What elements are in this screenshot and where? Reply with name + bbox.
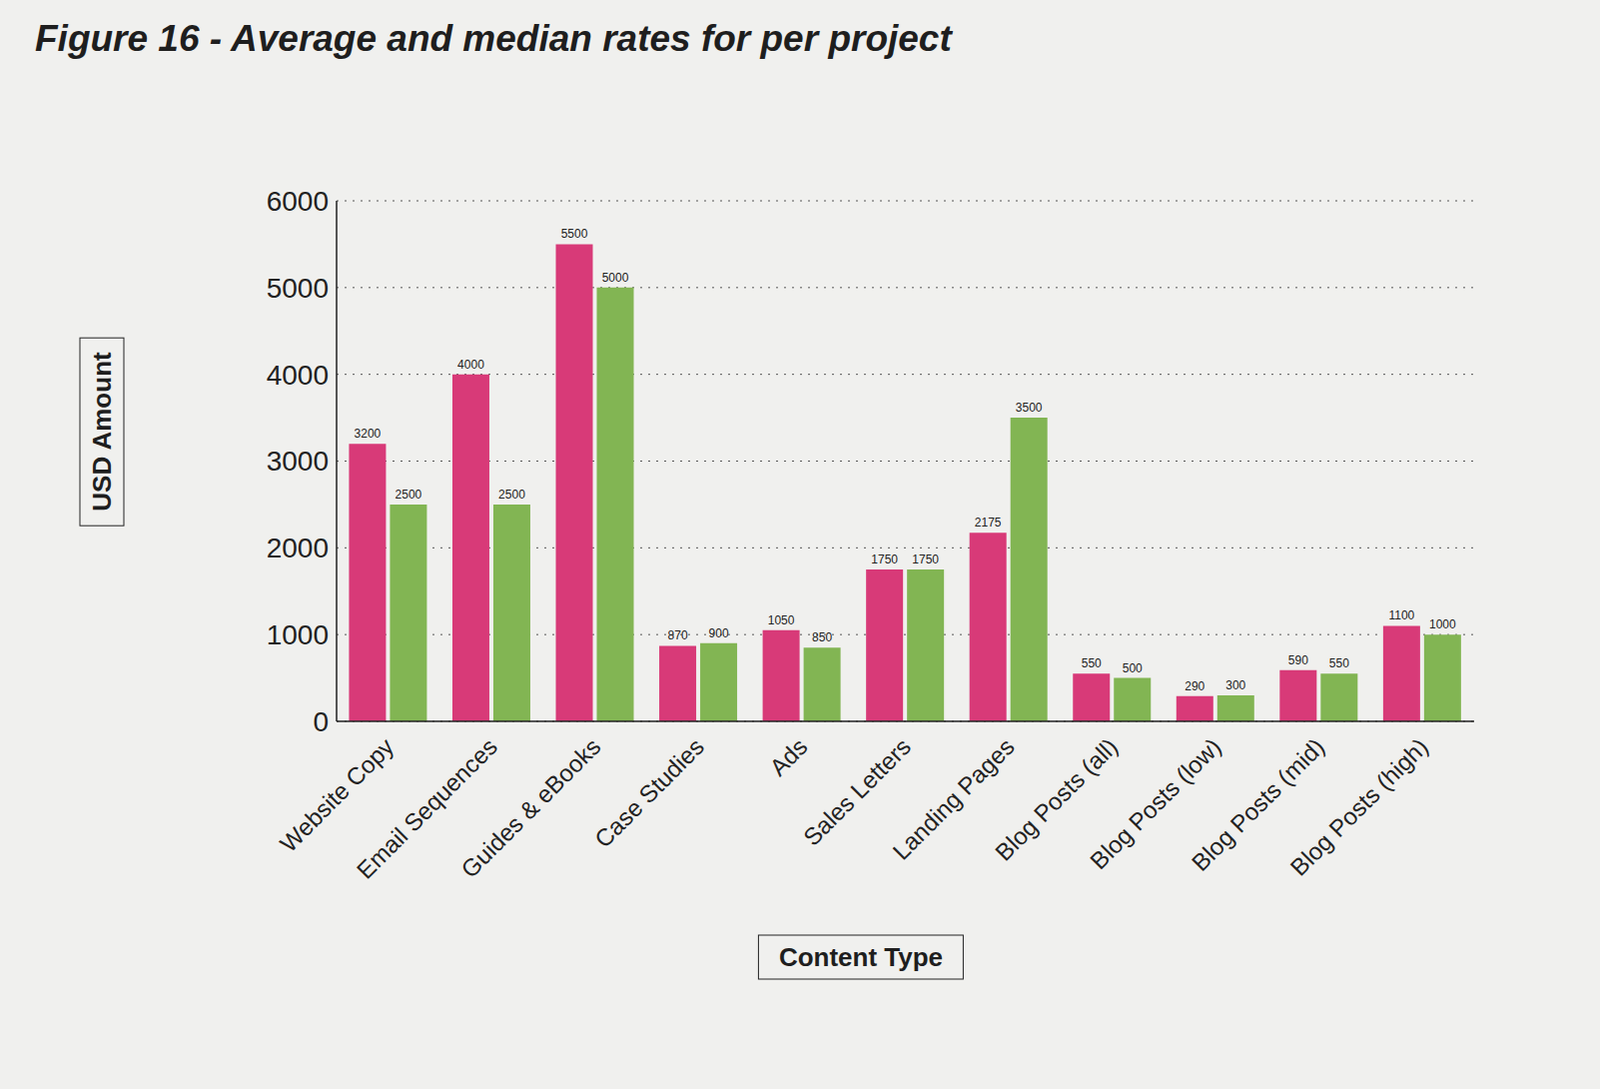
html-text:Content Type: Content Type: [778, 941, 943, 972]
svg-text:1000: 1000: [1429, 617, 1457, 632]
svg-text:3500: 3500: [1015, 400, 1043, 415]
svg-text:4000: 4000: [457, 357, 485, 372]
svg-text:900: 900: [709, 626, 730, 641]
svg-text:0: 0: [312, 706, 329, 738]
svg-text:550: 550: [1329, 656, 1350, 671]
svg-text:1050: 1050: [768, 613, 796, 628]
svg-text:Website Copy: Website Copy: [274, 732, 399, 857]
svg-text:5000: 5000: [602, 270, 630, 285]
svg-text:2500: 2500: [395, 487, 423, 502]
svg-text:2000: 2000: [266, 532, 329, 564]
svg-text:Guides & eBooks: Guides & eBooks: [455, 733, 606, 883]
svg-text:590: 590: [1288, 653, 1309, 668]
svg-text:2500: 2500: [498, 487, 526, 502]
svg-text:6000: 6000: [266, 185, 329, 217]
svg-text:300: 300: [1225, 678, 1246, 693]
svg-text:Blog Posts (all): Blog Posts (all): [989, 732, 1123, 866]
svg-text:4000: 4000: [266, 359, 329, 391]
html-text:USD Amount: USD Amount: [86, 351, 117, 512]
svg-text:Blog Posts (mid): Blog Posts (mid): [1186, 732, 1330, 877]
svg-text:2175: 2175: [974, 515, 1002, 530]
svg-text:1750: 1750: [911, 552, 939, 567]
svg-text:Blog Posts (low): Blog Posts (low): [1084, 732, 1227, 875]
svg-text:500: 500: [1122, 661, 1143, 676]
svg-text:1000: 1000: [266, 619, 329, 651]
svg-text:3000: 3000: [266, 445, 329, 477]
svg-text:5500: 5500: [561, 226, 589, 241]
svg-text:870: 870: [668, 628, 689, 643]
svg-text:3200: 3200: [354, 426, 382, 441]
svg-text:1750: 1750: [870, 552, 898, 567]
svg-text:Landing Pages: Landing Pages: [887, 732, 1020, 865]
svg-text:5000: 5000: [266, 272, 329, 304]
svg-text:290: 290: [1184, 679, 1205, 694]
html-text:Figure 16 - Average and median: Figure 16 - Average and median rates for…: [34, 17, 952, 59]
svg-text:1100: 1100: [1388, 608, 1415, 623]
svg-text:Ads: Ads: [764, 733, 812, 782]
svg-text:850: 850: [811, 630, 832, 645]
svg-text:Email Sequences: Email Sequences: [351, 732, 503, 884]
svg-text:Blog Posts (high): Blog Posts (high): [1285, 733, 1434, 881]
svg-text:Case Studies: Case Studies: [589, 733, 710, 853]
svg-text:Sales Letters: Sales Letters: [798, 733, 916, 851]
svg-text:550: 550: [1081, 656, 1102, 671]
